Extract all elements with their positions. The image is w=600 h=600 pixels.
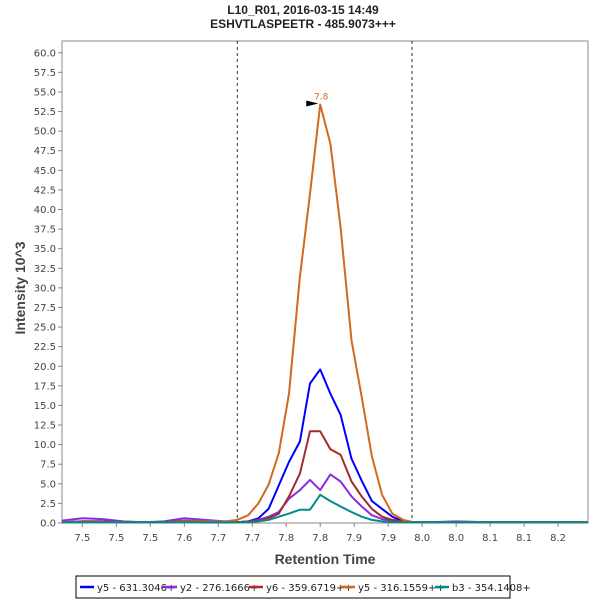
x-axis-label: Retention Time <box>275 551 376 567</box>
x-tick-label: 8.0 <box>448 533 464 544</box>
y-tick-label: 30.0 <box>34 283 56 294</box>
peak-arrow-icon <box>306 100 319 107</box>
plot-area[interactable] <box>61 40 589 524</box>
y-tick-label: 40.0 <box>34 205 56 216</box>
y-tick-label: 12.5 <box>34 421 56 432</box>
chart-title: L10_R01, 2016-03-15 14:49 <box>227 3 379 17</box>
series-line <box>62 493 588 524</box>
legend-entry: y6 - 359.6719++ <box>266 583 353 594</box>
x-tick-label: 8.0 <box>414 533 430 544</box>
x-tick-label: 7.8 <box>278 533 294 544</box>
y-tick-label: 22.5 <box>34 342 56 353</box>
x-tick-label: 7.5 <box>142 533 158 544</box>
x-tick-label: 7.5 <box>74 533 90 544</box>
y-tick-label: 2.5 <box>40 499 56 510</box>
x-tick-label: 7.8 <box>312 533 328 544</box>
x-tick-label: 7.9 <box>380 533 396 544</box>
y-tick-label: 47.5 <box>34 146 56 157</box>
y-tick-label: 7.5 <box>40 460 56 471</box>
y-tick-label: 57.5 <box>34 68 56 79</box>
y-tick-label: 60.0 <box>34 48 56 59</box>
legend <box>75 575 511 599</box>
y-tick-label: 10.0 <box>34 440 56 451</box>
y-tick-label: 15.0 <box>34 401 56 412</box>
y-tick-label: 45.0 <box>34 166 56 177</box>
x-tick-label: 7.5 <box>108 533 124 544</box>
y-tick-label: 37.5 <box>34 225 56 236</box>
y-tick-label: 17.5 <box>34 381 56 392</box>
y-tick-label: 42.5 <box>34 185 56 196</box>
x-tick-label: 8.2 <box>550 533 566 544</box>
y-tick-label: 55.0 <box>34 87 56 98</box>
y-tick-label: 25.0 <box>34 323 56 334</box>
y-tick-label: 27.5 <box>34 303 56 314</box>
legend-entry: y5 - 631.3046+ <box>97 583 175 594</box>
legend-entry: y2 - 276.1666+ <box>180 583 258 594</box>
y-tick-label: 50.0 <box>34 127 56 138</box>
legend-entry: b3 - 354.1408+ <box>452 583 531 594</box>
x-tick-label: 8.1 <box>516 533 532 544</box>
chart-subtitle: ESHVTLASPEETR - 485.9073+++ <box>210 17 396 31</box>
x-tick-label: 7.9 <box>346 533 362 544</box>
y-tick-label: 32.5 <box>34 264 56 275</box>
x-tick-label: 7.7 <box>244 533 260 544</box>
x-tick-label: 7.7 <box>210 533 226 544</box>
y-tick-label: 52.5 <box>34 107 56 118</box>
y-tick-label: 20.0 <box>34 362 56 373</box>
legend-entry: y5 - 316.1559++ <box>358 583 445 594</box>
x-tick-label: 8.1 <box>482 533 498 544</box>
peak-label: 7.8 <box>314 92 329 102</box>
y-tick-label: 0.0 <box>40 519 56 530</box>
y-tick-label: 35.0 <box>34 244 56 255</box>
x-tick-label: 7.6 <box>176 533 192 544</box>
y-tick-label: 5.0 <box>40 479 56 490</box>
y-axis-label: Intensity 10^3 <box>12 241 28 334</box>
